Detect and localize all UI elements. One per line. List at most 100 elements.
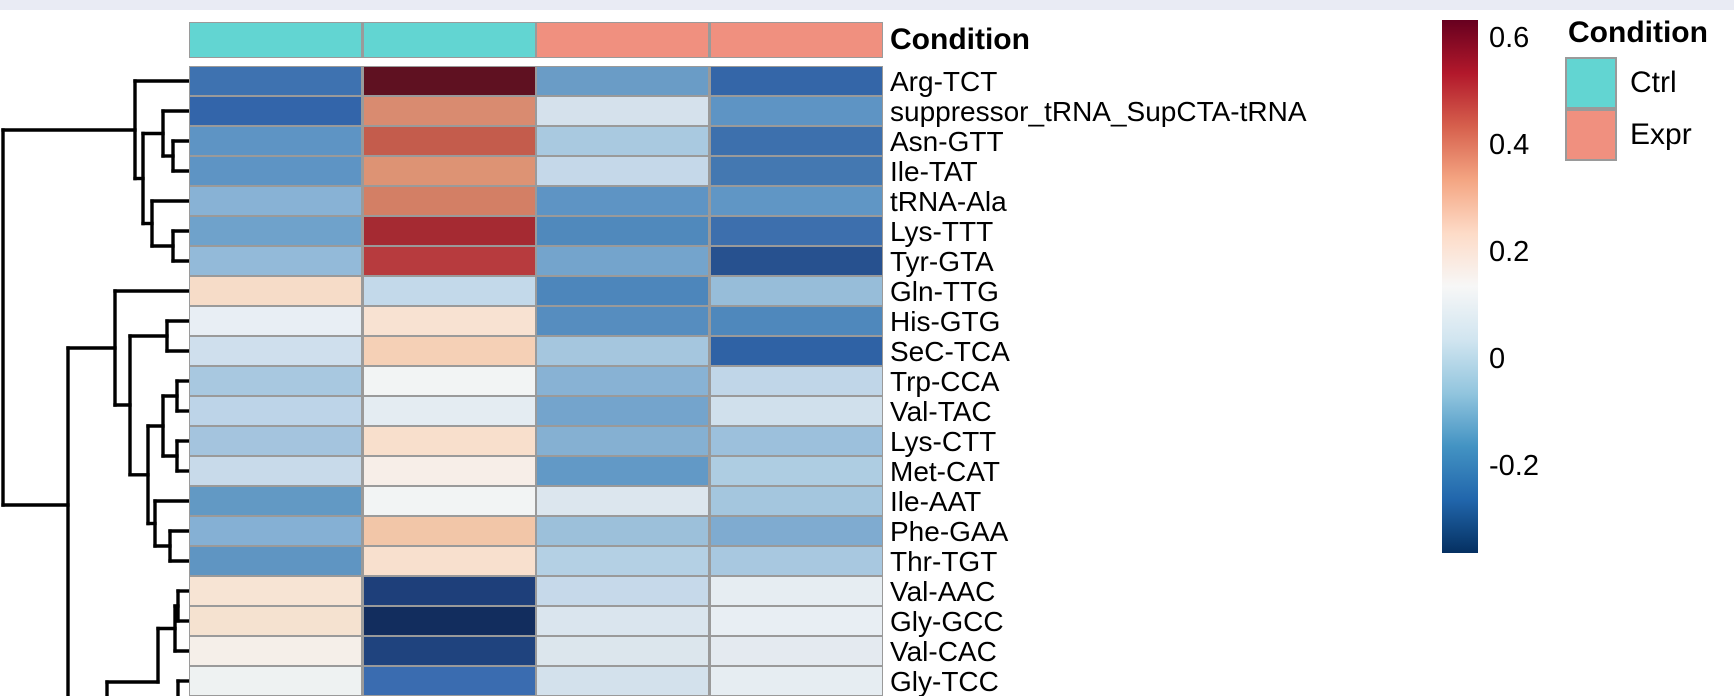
heatmap-cell <box>190 397 362 425</box>
colorbar-gradient <box>1442 20 1478 553</box>
heatmap-cell <box>537 607 709 635</box>
heatmap-cell <box>537 667 709 695</box>
heatmap-cell <box>190 517 362 545</box>
heatmap-cell <box>710 217 882 245</box>
heatmap-cell <box>537 187 709 215</box>
heatmap-grid <box>189 66 883 696</box>
heatmap-cell <box>537 217 709 245</box>
annotation-title: Condition <box>890 23 1030 56</box>
heatmap-cell <box>363 397 535 425</box>
row-label: Gln-TTG <box>890 276 999 307</box>
heatmap-cell <box>190 187 362 215</box>
heatmap-cell <box>537 247 709 275</box>
heatmap-cell <box>710 517 882 545</box>
heatmap-cell <box>190 487 362 515</box>
heatmap-cell <box>537 457 709 485</box>
row-label: Val-CAC <box>890 636 997 667</box>
row-label: suppressor_tRNA_SupCTA-tRNA <box>890 96 1307 127</box>
heatmap-cell <box>190 457 362 485</box>
row-label: Val-AAC <box>890 576 996 607</box>
heatmap-cell <box>363 427 535 455</box>
heatmap-cell <box>537 427 709 455</box>
heatmap-cell <box>363 547 535 575</box>
heatmap-cell <box>363 577 535 605</box>
heatmap-cell <box>710 337 882 365</box>
heatmap-cell <box>710 427 882 455</box>
heatmap-cell <box>190 667 362 695</box>
heatmap-cell <box>710 127 882 155</box>
heatmap-cell <box>363 667 535 695</box>
heatmap-cell <box>363 157 535 185</box>
colorbar-tick-label: 0.4 <box>1489 129 1530 161</box>
row-label: SeC-TCA <box>890 336 1010 367</box>
heatmap-cell <box>190 427 362 455</box>
heatmap-cell <box>363 517 535 545</box>
annotation-cell-ctrl <box>190 23 362 57</box>
window-top-strip <box>0 0 1734 10</box>
row-label: Ile-TAT <box>890 156 978 187</box>
heatmap-cell <box>537 517 709 545</box>
row-label: Arg-TCT <box>890 66 998 97</box>
heatmap-cell <box>710 367 882 395</box>
heatmap-cell <box>710 307 882 335</box>
heatmap-cell <box>710 637 882 665</box>
row-dendrogram <box>1 79 190 696</box>
heatmap-cell <box>710 667 882 695</box>
row-label: Asn-GTT <box>890 126 1004 157</box>
heatmap-cell <box>363 97 535 125</box>
heatmap-cell <box>363 277 535 305</box>
heatmap-cell <box>363 367 535 395</box>
heatmap-cell <box>710 397 882 425</box>
heatmap-cell <box>363 457 535 485</box>
heatmap-cell <box>710 247 882 275</box>
colorbar-tick-label: 0 <box>1489 343 1506 375</box>
heatmap-cell <box>537 577 709 605</box>
heatmap-cell <box>710 277 882 305</box>
heatmap-cell <box>190 577 362 605</box>
heatmap-cell <box>363 187 535 215</box>
heatmap-cell <box>190 637 362 665</box>
heatmap-cell <box>363 217 535 245</box>
heatmap-cell <box>363 637 535 665</box>
heatmap-cell <box>710 67 882 95</box>
legend-label-ctrl: Ctrl <box>1630 66 1677 99</box>
heatmap-cell <box>537 67 709 95</box>
heatmap-cell <box>363 127 535 155</box>
legend-title: Condition <box>1568 16 1708 49</box>
column-annotation-bar <box>189 22 883 58</box>
heatmap-cell <box>190 247 362 275</box>
row-label: Phe-GAA <box>890 516 1009 547</box>
heatmap-cell <box>710 97 882 125</box>
heatmap-cell <box>190 367 362 395</box>
heatmap-cell <box>537 337 709 365</box>
row-label: Gly-GCC <box>890 606 1004 637</box>
heatmap-cell <box>363 607 535 635</box>
heatmap-cell <box>710 187 882 215</box>
heatmap-cell <box>537 307 709 335</box>
row-label: His-GTG <box>890 306 1001 337</box>
row-label: Lys-TTT <box>890 216 994 247</box>
row-label: tRNA-Ala <box>890 186 1007 217</box>
heatmap-cell <box>537 547 709 575</box>
heatmap-cell <box>190 97 362 125</box>
heatmap-cell <box>363 307 535 335</box>
row-label: Gly-TCC <box>890 666 999 696</box>
heatmap-cell <box>537 157 709 185</box>
heatmap-cell <box>363 247 535 275</box>
heatmap-cell <box>363 337 535 365</box>
heatmap-cell <box>190 67 362 95</box>
heatmap-cell <box>537 637 709 665</box>
colorbar-tick-label: 0.2 <box>1489 236 1530 268</box>
heatmap-cell <box>537 397 709 425</box>
row-label: Met-CAT <box>890 456 1000 487</box>
heatmap-cell <box>537 277 709 305</box>
heatmap-cell <box>537 97 709 125</box>
heatmap-cell <box>190 217 362 245</box>
heatmap-cell <box>190 277 362 305</box>
annotation-cell-expr <box>537 23 709 57</box>
row-label: Tyr-GTA <box>890 246 994 277</box>
heatmap-cell <box>710 157 882 185</box>
row-label: Val-TAC <box>890 396 992 427</box>
heatmap-cell <box>710 577 882 605</box>
